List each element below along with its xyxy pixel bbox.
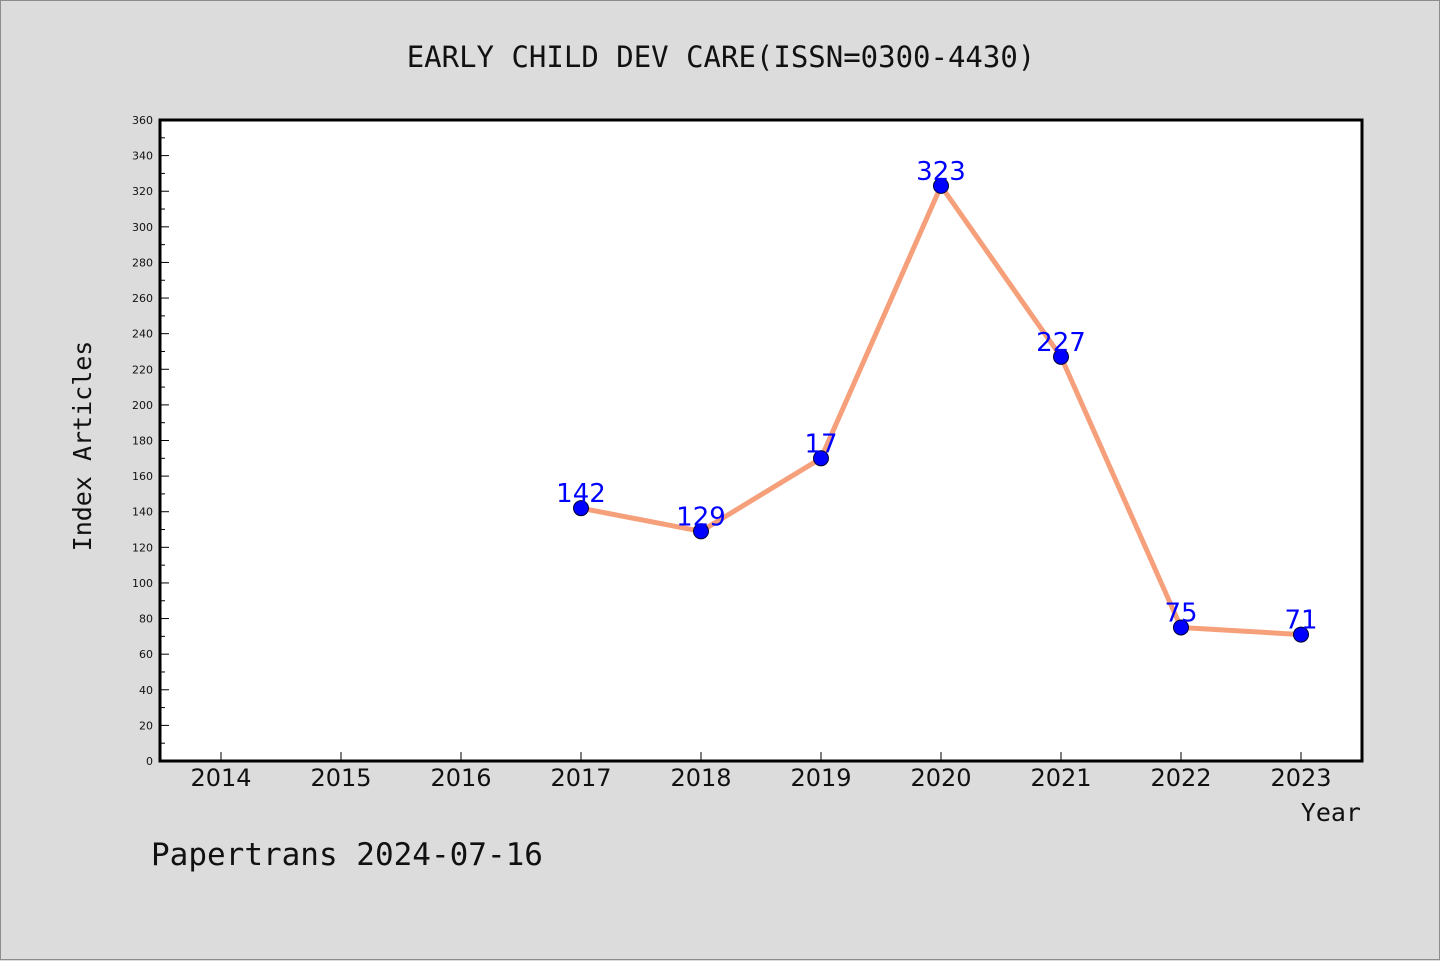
y-tick-label: 160 xyxy=(132,470,153,483)
y-axis: 0 20 40 60 80 100 120 140 160 180 200 220 240 260 280 3… xyxy=(132,114,169,768)
y-tick-label: 340 xyxy=(132,150,153,163)
x-tick-label: 2016 xyxy=(430,764,491,792)
data-label: 75 xyxy=(1164,598,1197,628)
y-axis-title: Index Articles xyxy=(68,341,97,552)
y-tick-label: 260 xyxy=(132,292,153,305)
footer-text: Papertrans 2024-07-16 xyxy=(151,837,543,873)
data-point xyxy=(1173,619,1189,636)
x-tick-label: 2023 xyxy=(1270,764,1331,792)
y-tick-label: 120 xyxy=(132,541,153,554)
y-tick-label: 200 xyxy=(132,399,153,412)
data-point xyxy=(573,500,589,517)
y-tick-label: 180 xyxy=(132,435,153,448)
data-label: 227 xyxy=(1036,328,1086,358)
x-tick-label: 2020 xyxy=(910,764,971,792)
x-axis: 2014 2015 2016 2017 2018 2019 2020 2021 2022 2023 xyxy=(190,752,1332,792)
plot-area xyxy=(158,118,1364,763)
data-label: 142 xyxy=(556,479,606,509)
y-tick-label: 320 xyxy=(132,185,153,198)
x-tick-label: 2019 xyxy=(790,764,851,792)
y-tick-label: 280 xyxy=(132,256,153,269)
x-tick-label: 2015 xyxy=(310,764,371,792)
data-label: 129 xyxy=(676,502,726,532)
x-tick-label: 2022 xyxy=(1150,764,1211,792)
data-label: 17 xyxy=(804,429,837,459)
x-axis-title: Year xyxy=(1301,798,1361,827)
y-tick-label: 40 xyxy=(139,684,153,697)
y-tick-label: 300 xyxy=(132,221,153,234)
y-tick-label: 140 xyxy=(132,506,153,519)
y-tick-label: 220 xyxy=(132,363,153,376)
y-tick-label: 20 xyxy=(139,719,153,732)
y-tick-label: 0 xyxy=(146,755,153,768)
x-tick-label: 2014 xyxy=(190,764,251,792)
data-label: 71 xyxy=(1284,606,1317,636)
data-point xyxy=(693,523,709,540)
y-tick-label: 60 xyxy=(139,648,153,661)
y-tick-label: 100 xyxy=(132,577,153,590)
data-point xyxy=(813,450,829,467)
data-point xyxy=(1053,348,1069,365)
x-tick-label: 2021 xyxy=(1030,764,1091,792)
x-tick-label: 2018 xyxy=(670,764,731,792)
y-tick-label: 80 xyxy=(139,613,153,626)
y-tick-label: 240 xyxy=(132,328,153,341)
series-layer: 142 129 17 323 227 75 71 xyxy=(556,157,1318,643)
data-point xyxy=(933,177,949,194)
x-tick-label: 2017 xyxy=(550,764,611,792)
y-tick-label: 360 xyxy=(132,114,153,127)
data-label: 323 xyxy=(916,157,966,187)
chart-title: EARLY CHILD DEV CARE(ISSN=0300-4430) xyxy=(407,40,1036,74)
data-point xyxy=(1293,626,1309,643)
